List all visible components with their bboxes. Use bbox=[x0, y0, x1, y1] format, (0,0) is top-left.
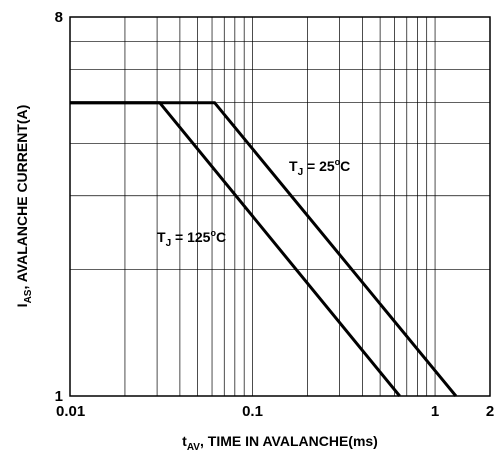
x-tick-label: 2 bbox=[486, 403, 494, 420]
series-layer bbox=[70, 101, 458, 397]
series-label-25c: TJ = 25oC bbox=[289, 157, 350, 178]
x-tick-label: 0.01 bbox=[56, 403, 85, 420]
x-tick-label: 1 bbox=[431, 403, 439, 420]
y-tick-label: 8 bbox=[55, 9, 63, 26]
y-tick-label: 1 bbox=[55, 388, 63, 405]
y-axis-title: IAS, AVALANCHE CURRENT(A) bbox=[14, 105, 34, 308]
grid bbox=[70, 17, 490, 396]
x-tick-label: 0.1 bbox=[242, 403, 263, 420]
series-line-0 bbox=[70, 101, 458, 397]
x-axis-title: tAV, TIME IN AVALANCHE(ms) bbox=[182, 433, 378, 453]
tick-labels: 0.01 0.1 1 2 1 8 bbox=[55, 9, 495, 420]
plot-frame bbox=[69, 16, 491, 397]
series-line-1 bbox=[70, 101, 401, 397]
series-label-125c: TJ = 125oC bbox=[157, 228, 226, 249]
